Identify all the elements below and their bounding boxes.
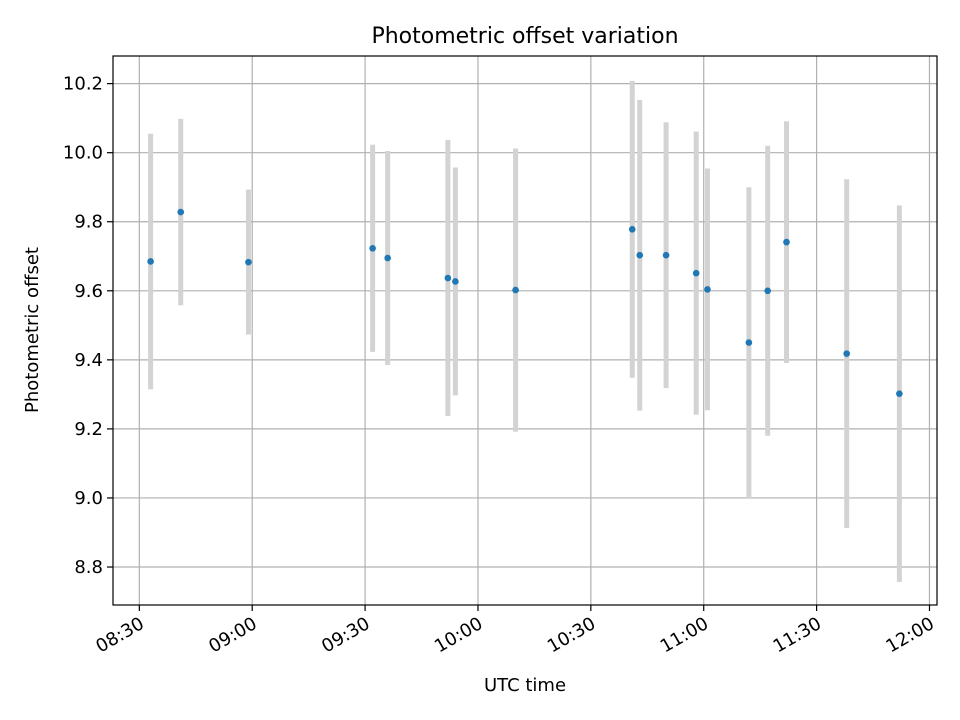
data-point: [512, 286, 519, 294]
x-tick-label: 10:30: [544, 613, 599, 657]
data-point: [843, 350, 850, 357]
data-point: [245, 258, 252, 266]
data-point: [692, 269, 700, 277]
y-tick-label: 9.6: [74, 281, 103, 302]
data-point: [369, 245, 376, 252]
data-points: [147, 208, 903, 397]
y-tick-label: 9.0: [74, 488, 103, 509]
plot-frame: [112, 55, 938, 606]
x-tick-label: 12:00: [883, 613, 938, 657]
data-point: [662, 251, 670, 259]
data-point: [896, 390, 903, 397]
y-tick-label: 9.2: [74, 419, 103, 440]
data-point: [444, 274, 452, 282]
data-point: [177, 208, 185, 216]
data-point: [147, 258, 154, 265]
data-point: [384, 254, 391, 262]
y-axis-label: Photometric offset: [22, 247, 43, 413]
x-tick-label: 09:00: [205, 613, 260, 657]
data-point: [628, 226, 636, 233]
data-point: [783, 238, 790, 246]
data-point: [452, 278, 459, 285]
error-bars: [148, 80, 902, 582]
x-tick-label: 10:00: [431, 613, 486, 657]
x-tick-label: 09:30: [318, 613, 373, 657]
y-tick-label: 9.4: [74, 350, 103, 371]
x-axis-label: UTC time: [484, 675, 566, 696]
grid: [113, 56, 937, 605]
x-axis-ticks: 08:30 09:00 09:30 10:00 10:30 11:00 11:30 12:00: [92, 605, 938, 657]
y-tick-label: 8.8: [74, 557, 103, 578]
data-point: [745, 339, 753, 346]
y-axis-ticks: 8.8 9.0 9.2 9.4 9.6 9.8 10.0 10.2: [63, 74, 113, 578]
data-point: [704, 286, 711, 293]
y-tick-label: 10.0: [63, 143, 103, 164]
data-point: [636, 251, 644, 259]
x-tick-label: 11:00: [657, 613, 712, 657]
y-tick-label: 9.8: [74, 212, 103, 233]
y-tick-label: 10.2: [63, 74, 103, 95]
chart-title: Photometric offset variation: [371, 24, 678, 49]
data-point: [764, 287, 771, 295]
x-tick-label: 11:30: [770, 613, 825, 657]
x-tick-label: 08:30: [92, 613, 147, 657]
